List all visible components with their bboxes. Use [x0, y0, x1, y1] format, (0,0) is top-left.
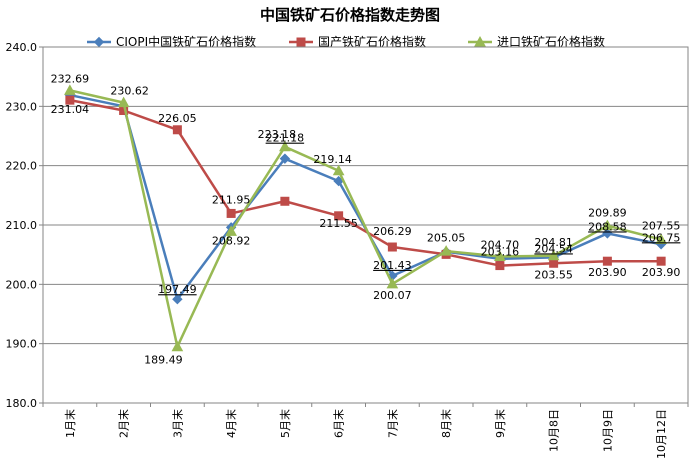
marker-diamond [602, 228, 613, 239]
marker-triangle [494, 250, 506, 261]
x-tick-label: 6月末 [332, 409, 346, 438]
marker-triangle [440, 245, 452, 256]
marker-square [65, 95, 75, 105]
data-label: 223.18 [258, 128, 297, 141]
y-tick-label: 190.0 [6, 338, 38, 351]
data-label: 219.14 [313, 153, 352, 166]
axes: 180.0 190.0 200.0 210.0 220.0 230.0 240.0 1月末 2月… [6, 41, 689, 459]
marker-square [334, 211, 344, 221]
marker-diamond [172, 294, 183, 305]
series-layer [64, 84, 667, 352]
marker-diamond [279, 153, 291, 164]
x-tick-label: 8月末 [439, 409, 453, 438]
marker-triangle [601, 219, 614, 231]
y-tick-label: 230.0 [6, 100, 38, 113]
marker-square [226, 208, 236, 218]
data-label: 208.58 [588, 220, 627, 233]
series-line-1 [69, 98, 662, 267]
x-tick-label: 4月末 [224, 409, 238, 438]
marker-triangle [547, 249, 560, 261]
marker-square [296, 37, 306, 47]
data-label: 204.70 [481, 238, 520, 251]
x-tick-label: 10月8日 [548, 409, 561, 452]
chart-title: 中国铁矿石价格指数走势图 [260, 6, 440, 24]
data-label: 207.55 [642, 220, 681, 233]
marker-triangle [279, 140, 291, 152]
marker-square [656, 256, 666, 266]
marker-diamond [93, 36, 105, 48]
y-tick-label: 220.0 [6, 160, 38, 173]
y-tick-label: 210.0 [6, 219, 38, 232]
data-label: 203.90 [588, 266, 627, 279]
data-label: 206.75 [642, 231, 681, 244]
data-label: 203.16 [481, 246, 520, 259]
marker-triangle [64, 84, 76, 95]
x-tick-label: 1月末 [63, 409, 77, 438]
marker-square [495, 261, 505, 271]
y-tick-label: 200.0 [6, 278, 38, 291]
marker-square [172, 125, 182, 135]
data-label: 211.55 [319, 217, 358, 230]
x-tick-label: 2月末 [117, 409, 131, 438]
marker-square [280, 196, 290, 206]
data-label: 197.49 [158, 283, 197, 296]
x-tick-label: 10月9日 [601, 409, 614, 452]
data-labels: 197.49 221.18 201.43 204.54 208.58 206.75 231.… [51, 72, 681, 366]
marker-square [387, 242, 397, 252]
legend-label: CIOPI中国铁矿石价格指数 [116, 34, 256, 49]
data-label: 232.69 [51, 72, 90, 85]
legend-label: 国产铁矿石价格指数 [318, 34, 426, 49]
data-label: 221.18 [266, 132, 305, 145]
marker-triangle [225, 225, 237, 236]
x-tick-label: 9月末 [493, 409, 507, 438]
x-tick-label: 5月末 [278, 409, 292, 438]
marker-triangle [386, 277, 399, 289]
data-label: 200.07 [373, 289, 412, 302]
x-tick-label: 10月12日 [655, 409, 668, 459]
marker-square [549, 258, 559, 268]
data-label: 208.92 [212, 234, 251, 247]
data-label: 226.05 [158, 112, 197, 125]
data-label: 205.05 [427, 231, 466, 244]
marker-triangle [171, 340, 184, 352]
marker-square [602, 256, 612, 266]
x-tick-label: 3月末 [170, 409, 184, 438]
marker-triangle [655, 233, 667, 245]
series-line-2 [69, 89, 662, 348]
data-label: 201.43 [373, 259, 412, 272]
data-label: 209.89 [588, 207, 627, 220]
marker-triangle [474, 35, 486, 47]
data-label: 211.95 [212, 193, 251, 206]
legend: CIOPI中国铁矿石价格指数 国产铁矿石价格指数 进口铁矿石价格指数 [87, 34, 605, 49]
x-tick-label: 7月末 [385, 409, 399, 438]
legend-label: 进口铁矿石价格指数 [497, 34, 605, 49]
data-label: 204.54 [534, 242, 573, 255]
data-label: 230.62 [110, 85, 149, 98]
marker-triangle [117, 96, 130, 108]
data-label: 203.55 [534, 268, 573, 281]
marker-triangle [332, 164, 345, 176]
y-tick-label: 240.0 [6, 41, 38, 54]
data-label: 204.81 [534, 236, 573, 249]
y-tick-label: 180.0 [6, 397, 38, 410]
data-label: 189.49 [144, 354, 183, 367]
data-label: 231.04 [51, 103, 90, 116]
data-label: 203.90 [642, 266, 681, 279]
data-label: 206.29 [373, 225, 412, 238]
